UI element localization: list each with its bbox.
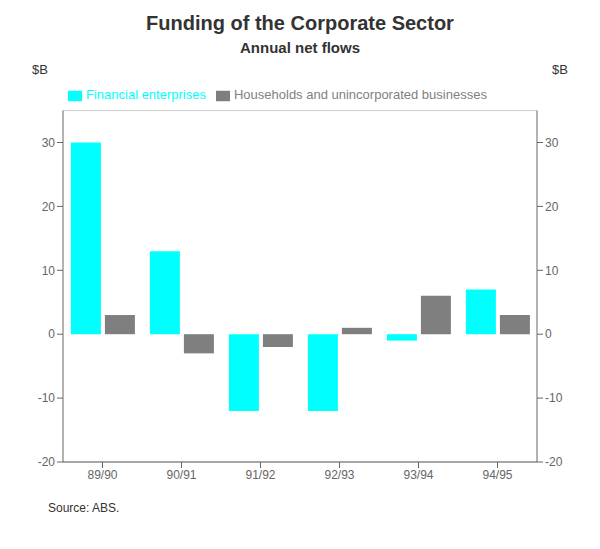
svg-text:30: 30 bbox=[545, 136, 559, 150]
svg-text:-20: -20 bbox=[545, 455, 563, 469]
svg-text:-10: -10 bbox=[38, 391, 56, 405]
html-text:Financial enterprises: Financial enterprises bbox=[86, 87, 206, 102]
svg-text:0: 0 bbox=[545, 327, 552, 341]
svg-text:89/90: 89/90 bbox=[87, 468, 117, 482]
html-text:$B: $B bbox=[552, 62, 568, 77]
svg-text:91/92: 91/92 bbox=[245, 468, 275, 482]
html-text:Households and unincorporated: Households and unincorporated businesses bbox=[234, 87, 487, 102]
svg-text:0: 0 bbox=[48, 327, 55, 341]
svg-text:10: 10 bbox=[545, 264, 559, 278]
svg-text:94/95: 94/95 bbox=[482, 468, 512, 482]
svg-text:20: 20 bbox=[545, 200, 559, 214]
html-text:Funding of the Corporate Secto: Funding of the Corporate Sector bbox=[146, 12, 454, 34]
svg-text:30: 30 bbox=[42, 136, 56, 150]
svg-text:90/91: 90/91 bbox=[166, 468, 196, 482]
html-text:Annual net flows: Annual net flows bbox=[240, 39, 360, 56]
svg-text:93/94: 93/94 bbox=[403, 468, 433, 482]
html-text:Source: ABS.: Source: ABS. bbox=[48, 501, 120, 515]
svg-text:-10: -10 bbox=[545, 391, 563, 405]
svg-text:10: 10 bbox=[42, 264, 56, 278]
svg-text:20: 20 bbox=[42, 200, 56, 214]
svg-text:92/93: 92/93 bbox=[324, 468, 354, 482]
html-text:$B: $B bbox=[32, 62, 48, 77]
svg-text:-20: -20 bbox=[38, 455, 56, 469]
